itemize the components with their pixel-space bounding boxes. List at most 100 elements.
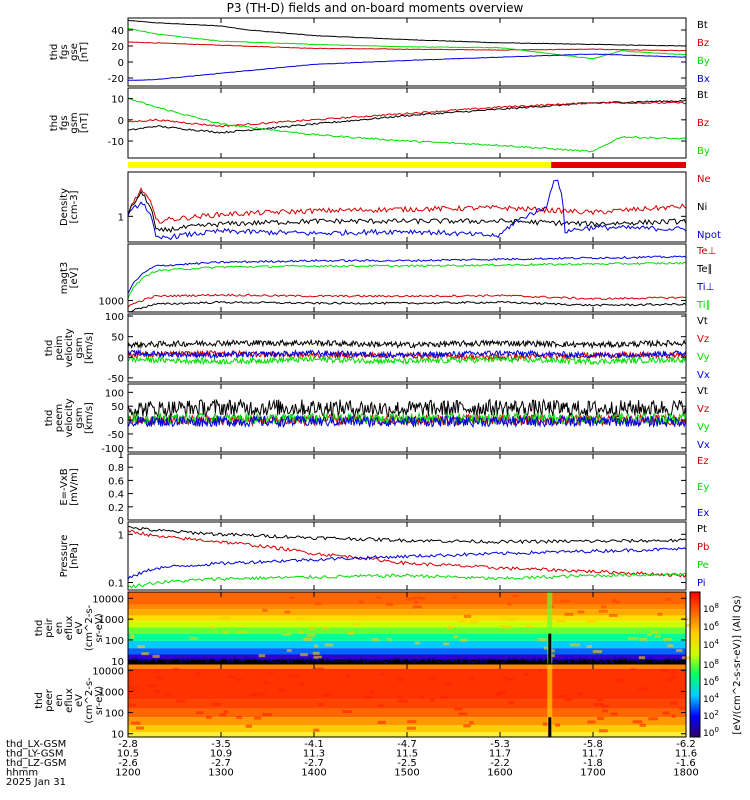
x-axis-row-value: 1300 (208, 768, 233, 779)
spectrogram-event (547, 664, 553, 737)
x-axis-row-value: -2.8 (118, 739, 138, 750)
spectrogram-band (128, 668, 686, 700)
y-tick-label: 1000 (99, 687, 124, 698)
spectrogram-band (128, 609, 686, 616)
spectrogram-texture (396, 678, 405, 682)
spectrogram-texture (463, 724, 471, 728)
series-line-Ne (127, 187, 687, 224)
spectrogram-texture (220, 616, 231, 620)
spectrogram-texture (314, 602, 322, 606)
spectrogram-texture (671, 675, 677, 679)
legend-Pi: Pi (697, 578, 706, 589)
spectrogram-texture (601, 704, 610, 708)
spectrogram-texture (646, 633, 653, 637)
spectrogram-texture (412, 605, 422, 609)
legend-Ey: Ey (697, 482, 709, 493)
spectrogram-texture (525, 624, 533, 628)
spectrogram-texture (303, 637, 313, 641)
legend-Pt: Pt (697, 524, 707, 535)
spectrogram-event (547, 592, 553, 664)
series-line-Ti∥ (127, 261, 687, 299)
spectrogram-texture (654, 634, 661, 638)
y-tick-label: 10 (111, 730, 124, 741)
y-tick-label: 0.8 (108, 463, 124, 474)
spectrogram-texture (154, 690, 160, 694)
y-tick-label: 0.1 (108, 579, 124, 590)
spectrogram-texture (592, 650, 603, 654)
x-axis-row-value: 1500 (394, 768, 419, 779)
spectrogram-texture (407, 720, 417, 724)
spectrogram-texture (219, 713, 227, 717)
legend-Ez: Ez (697, 456, 709, 467)
legend-Bz: Bz (697, 118, 709, 129)
spectrogram-band (128, 633, 686, 641)
y-tick-label: 0 (118, 516, 124, 527)
spectrogram-texture (284, 610, 291, 614)
spectrogram-texture (587, 720, 596, 724)
x-axis-row-value: 1600 (487, 768, 512, 779)
spectrogram-texture (428, 677, 437, 681)
series-line-Vz (127, 349, 687, 362)
spectrogram-texture (129, 703, 137, 707)
y-tick-label: 1 (118, 212, 124, 223)
spectrogram-texture (254, 716, 262, 720)
panel-frame (127, 243, 687, 313)
panel-frame (127, 313, 687, 383)
series-line-Te∥ (128, 300, 687, 313)
spectrogram-texture (237, 631, 248, 635)
spectrogram-texture (679, 707, 686, 711)
panel-pressure (127, 521, 687, 591)
spectrogram-texture (587, 620, 597, 624)
y-tick-label: 1 (118, 530, 124, 541)
x-axis-row-value: -2.7 (211, 758, 231, 769)
y-axis-label: [nT] (79, 42, 90, 62)
x-axis-row-value: -4.1 (304, 739, 324, 750)
legend-Ex: Ex (697, 508, 709, 519)
x-axis-row-value: -3.5 (211, 739, 231, 750)
spectrogram-texture (321, 693, 332, 697)
spectrogram-texture (312, 651, 320, 655)
legend-Pe: Pe (697, 560, 709, 571)
spectrogram-texture (281, 632, 292, 636)
colorbar (689, 591, 701, 738)
series-line-Vy (127, 354, 687, 366)
spectrogram-band (128, 640, 686, 649)
spectrogram-texture (380, 672, 386, 676)
legend-Ni: Ni (697, 202, 707, 213)
spectrogram-texture (371, 638, 380, 642)
spectrogram-texture (610, 712, 618, 716)
spectrogram-texture (537, 638, 547, 642)
spectrogram-texture (130, 686, 140, 690)
x-axis-row-value: -2.7 (304, 758, 324, 769)
series-line-By (127, 98, 687, 153)
spectrogram-texture (313, 655, 322, 659)
spectrogram-texture (502, 676, 508, 680)
spectrogram-texture (612, 600, 621, 604)
spectrogram-texture (154, 669, 160, 673)
y-axis-label: gsm (69, 112, 80, 133)
series-line-Ti⊥ (127, 255, 687, 294)
spectrogram-texture (258, 654, 266, 658)
spectrogram-texture (430, 698, 435, 702)
series-line-Ni (127, 190, 687, 234)
mode-bar-segment (128, 162, 552, 168)
spectrogram-texture (172, 667, 180, 671)
spectrogram-texture (586, 645, 593, 649)
spectrogram-texture (637, 687, 647, 691)
spectrogram-texture (406, 597, 416, 601)
spectrogram-texture (347, 631, 355, 635)
spectrogram-texture (598, 609, 608, 613)
series-line-Pt (127, 525, 687, 545)
legend-By: By (697, 56, 710, 67)
spectrogram-texture (258, 692, 266, 696)
y-axis-label: Density (59, 188, 70, 226)
spectrogram-texture (147, 684, 157, 688)
y-tick-label: 10000 (92, 666, 124, 677)
spectrogram-texture (313, 728, 320, 732)
spectrogram-texture (414, 596, 423, 600)
spectrogram-band (128, 654, 686, 660)
spectrogram-texture (298, 682, 306, 686)
y-tick-label: 50 (111, 333, 124, 344)
panel-efield (127, 453, 687, 521)
legend-Te∥: Te∥ (696, 264, 713, 275)
